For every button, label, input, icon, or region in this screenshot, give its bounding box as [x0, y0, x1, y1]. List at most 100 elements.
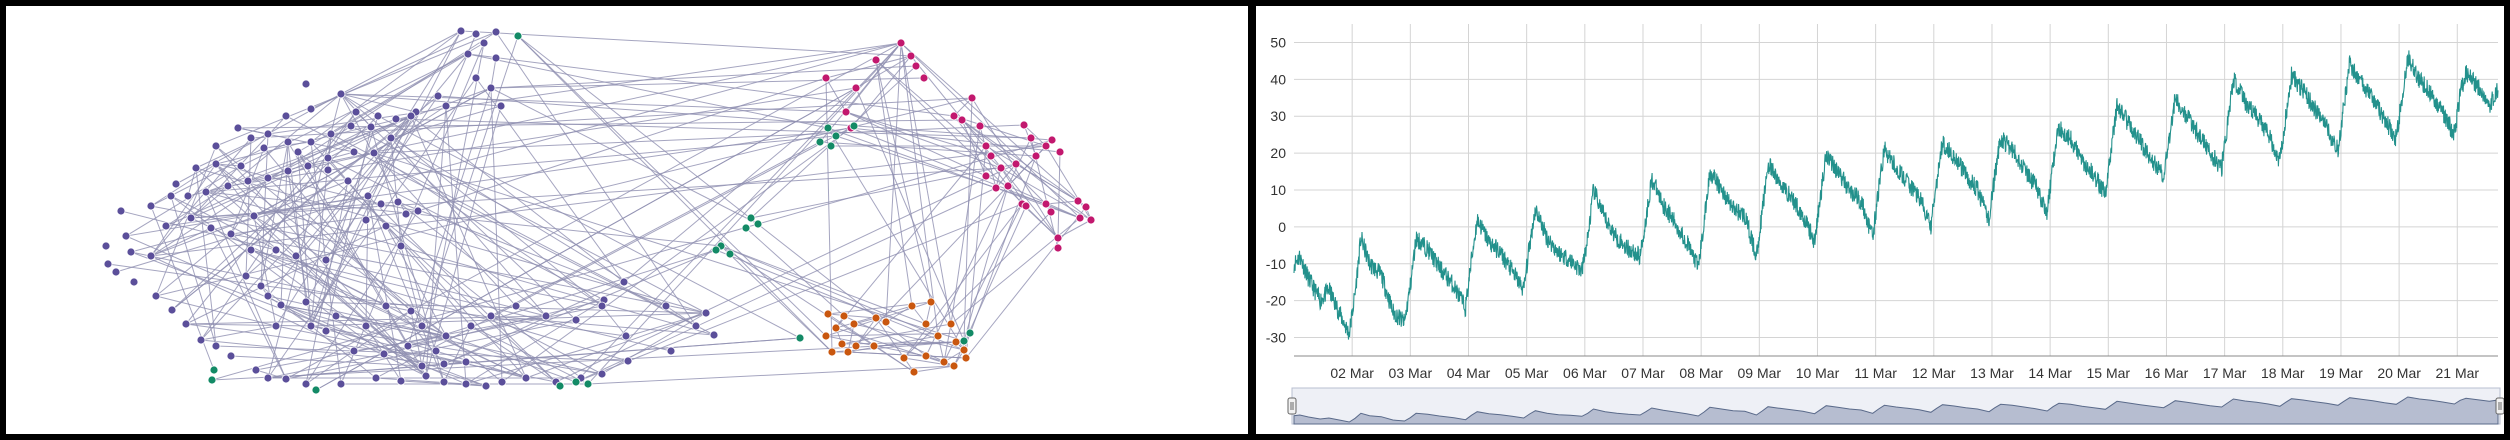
- network-node-purple[interactable]: [481, 381, 491, 391]
- network-node-purple[interactable]: [196, 335, 206, 345]
- network-node-purple[interactable]: [276, 300, 286, 310]
- network-node-purple[interactable]: [301, 297, 311, 307]
- network-node-magenta[interactable]: [1075, 213, 1085, 223]
- network-node-magenta[interactable]: [841, 107, 851, 117]
- network-node-purple[interactable]: [346, 121, 356, 131]
- network-node-purple[interactable]: [401, 209, 411, 219]
- network-node-orange[interactable]: [821, 331, 831, 341]
- network-node-purple[interactable]: [619, 277, 629, 287]
- network-node-purple[interactable]: [351, 107, 361, 117]
- network-node-purple[interactable]: [381, 301, 391, 311]
- network-node-orange[interactable]: [921, 319, 931, 329]
- network-node-magenta[interactable]: [996, 163, 1006, 173]
- network-node-magenta[interactable]: [1041, 199, 1051, 209]
- network-node-purple[interactable]: [456, 26, 466, 36]
- network-node-orange[interactable]: [959, 345, 969, 355]
- network-graph[interactable]: [6, 6, 1248, 434]
- network-node-magenta[interactable]: [851, 83, 861, 93]
- network-node-purple[interactable]: [463, 49, 473, 59]
- network-node-purple[interactable]: [249, 211, 259, 221]
- network-node-purple[interactable]: [471, 29, 481, 39]
- time-series-chart[interactable]: 50 40 30 20 10 0 -10 -20 -30 02 Mar 03 Mar 04 Mar 05…: [1256, 6, 2505, 434]
- network-node-green[interactable]: [823, 123, 833, 133]
- network-node-magenta[interactable]: [1046, 207, 1056, 217]
- network-node-orange[interactable]: [926, 297, 936, 307]
- network-node-green[interactable]: [555, 381, 565, 391]
- network-node-magenta[interactable]: [1003, 181, 1013, 191]
- network-node-magenta[interactable]: [949, 111, 959, 121]
- network-node-purple[interactable]: [271, 245, 281, 255]
- network-node-purple[interactable]: [166, 191, 176, 201]
- network-node-green[interactable]: [753, 219, 763, 229]
- network-node-purple[interactable]: [246, 245, 256, 255]
- network-node-purple[interactable]: [349, 147, 359, 157]
- network-node-magenta[interactable]: [896, 38, 906, 48]
- network-node-purple[interactable]: [103, 259, 113, 269]
- network-node-purple[interactable]: [206, 223, 216, 233]
- network-node-purple[interactable]: [541, 311, 551, 321]
- network-node-orange[interactable]: [849, 319, 859, 329]
- network-node-purple[interactable]: [126, 247, 136, 257]
- network-node-orange[interactable]: [921, 351, 931, 361]
- network-node-purple[interactable]: [521, 373, 531, 383]
- network-node-orange[interactable]: [909, 367, 919, 377]
- network-node-purple[interactable]: [709, 330, 719, 340]
- network-node-purple[interactable]: [233, 123, 243, 133]
- network-node-purple[interactable]: [281, 374, 291, 384]
- network-node-purple[interactable]: [121, 231, 131, 241]
- network-node-purple[interactable]: [406, 111, 416, 121]
- network-node-orange[interactable]: [939, 357, 949, 367]
- network-node-purple[interactable]: [386, 133, 396, 143]
- network-node-purple[interactable]: [226, 351, 236, 361]
- network-node-green[interactable]: [711, 245, 721, 255]
- network-node-purple[interactable]: [181, 319, 191, 329]
- network-node-purple[interactable]: [396, 241, 406, 251]
- network-node-purple[interactable]: [597, 301, 607, 311]
- network-node-purple[interactable]: [491, 53, 501, 63]
- network-node-orange[interactable]: [881, 317, 891, 327]
- network-node-orange[interactable]: [851, 341, 861, 351]
- network-node-purple[interactable]: [439, 359, 449, 369]
- network-node-purple[interactable]: [439, 377, 449, 387]
- network-node-orange[interactable]: [949, 361, 959, 371]
- network-node-purple[interactable]: [281, 111, 291, 121]
- network-node-purple[interactable]: [151, 291, 161, 301]
- network-node-magenta[interactable]: [1047, 135, 1057, 145]
- network-node-purple[interactable]: [361, 215, 371, 225]
- network-node-green[interactable]: [815, 137, 825, 147]
- network-node-purple[interactable]: [621, 331, 631, 341]
- network-node-purple[interactable]: [263, 173, 273, 183]
- network-node-purple[interactable]: [371, 373, 381, 383]
- network-node-magenta[interactable]: [1081, 202, 1091, 212]
- network-node-purple[interactable]: [361, 321, 371, 331]
- network-node-purple[interactable]: [396, 376, 406, 386]
- network-node-magenta[interactable]: [991, 183, 1001, 193]
- network-node-purple[interactable]: [146, 251, 156, 261]
- network-node-purple[interactable]: [406, 306, 416, 316]
- network-node-purple[interactable]: [161, 221, 171, 231]
- network-node-purple[interactable]: [223, 181, 233, 191]
- network-node-purple[interactable]: [236, 161, 246, 171]
- network-node-magenta[interactable]: [1021, 201, 1031, 211]
- network-node-purple[interactable]: [326, 129, 336, 139]
- network-node-purple[interactable]: [191, 163, 201, 173]
- network-node-magenta[interactable]: [911, 61, 921, 71]
- network-node-purple[interactable]: [336, 89, 346, 99]
- network-node-purple[interactable]: [366, 122, 376, 132]
- network-node-green[interactable]: [207, 375, 217, 385]
- network-node-purple[interactable]: [116, 206, 126, 216]
- network-node-magenta[interactable]: [1031, 151, 1041, 161]
- network-node-orange[interactable]: [831, 323, 841, 333]
- network-node-purple[interactable]: [441, 101, 451, 111]
- network-node-magenta[interactable]: [1073, 196, 1083, 206]
- network-node-purple[interactable]: [129, 277, 139, 287]
- network-node-purple[interactable]: [306, 137, 316, 147]
- network-node-green[interactable]: [583, 379, 593, 389]
- network-node-purple[interactable]: [471, 73, 481, 83]
- network-node-magenta[interactable]: [967, 93, 977, 103]
- network-node-purple[interactable]: [623, 356, 633, 366]
- network-node-purple[interactable]: [331, 311, 341, 321]
- network-node-purple[interactable]: [263, 373, 273, 383]
- network-node-orange[interactable]: [961, 353, 971, 363]
- network-node-purple[interactable]: [241, 271, 251, 281]
